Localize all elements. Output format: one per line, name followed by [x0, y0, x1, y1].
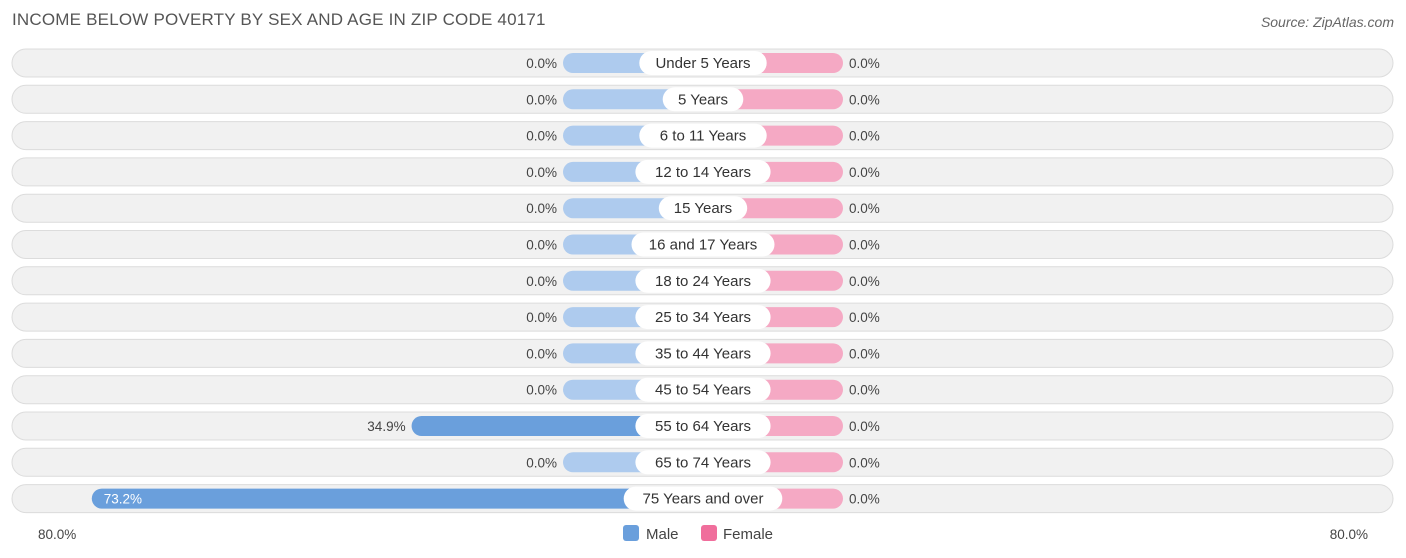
- male-value-label: 0.0%: [526, 238, 557, 253]
- female-value-label: 0.0%: [849, 455, 880, 470]
- male-value-label: 0.0%: [526, 455, 557, 470]
- chart-title: INCOME BELOW POVERTY BY SEX AND AGE IN Z…: [12, 10, 546, 29]
- male-value-label: 0.0%: [526, 129, 557, 144]
- category-pill: [635, 414, 771, 438]
- category-pill: [658, 196, 748, 221]
- female-value-label: 0.0%: [849, 129, 880, 144]
- category-label: 25 to 34 Years: [655, 309, 751, 326]
- category-label: 55 to 64 Years: [655, 418, 751, 435]
- male-value-label: 0.0%: [526, 346, 557, 361]
- category-label: 35 to 44 Years: [655, 345, 751, 362]
- female-value-label: 0.0%: [849, 310, 880, 325]
- legend-female-swatch: [701, 525, 717, 541]
- category-pill: [635, 450, 771, 475]
- female-value-label: 0.0%: [849, 238, 880, 253]
- category-label: 45 to 54 Years: [655, 382, 751, 399]
- male-bar: [411, 416, 703, 436]
- category-pill: [623, 486, 783, 511]
- category-pill: [662, 87, 744, 112]
- female-value-label: 0.0%: [849, 201, 880, 216]
- male-value-label: 0.0%: [526, 383, 557, 398]
- female-value-label: 0.0%: [849, 383, 880, 398]
- female-value-label: 0.0%: [849, 92, 880, 107]
- category-label: 75 Years and over: [643, 491, 764, 508]
- category-pill: [635, 159, 771, 184]
- female-value-label: 0.0%: [849, 492, 880, 507]
- category-pill: [631, 232, 775, 257]
- category-pill: [639, 51, 767, 75]
- legend-female-label: Female: [723, 526, 773, 543]
- female-value-label: 0.0%: [849, 56, 880, 71]
- female-value-label: 0.0%: [849, 346, 880, 361]
- category-label: 6 to 11 Years: [660, 128, 746, 145]
- category-pill: [635, 341, 771, 366]
- male-value-label: 73.2%: [104, 492, 142, 507]
- source-label: Source: ZipAtlas.com: [1260, 14, 1394, 30]
- axis-min-label: 80.0%: [38, 527, 76, 542]
- category-label: 15 Years: [674, 200, 732, 217]
- category-pill: [635, 305, 771, 330]
- category-label: Under 5 Years: [655, 55, 750, 72]
- category-label: 5 Years: [678, 91, 728, 108]
- male-bar: [91, 488, 703, 509]
- category-label: 65 to 74 Years: [655, 454, 751, 471]
- legend-male-swatch: [623, 525, 639, 541]
- female-value-label: 0.0%: [849, 419, 880, 434]
- category-label: 18 to 24 Years: [655, 273, 751, 290]
- axis-max-label: 80.0%: [1330, 527, 1368, 542]
- female-value-label: 0.0%: [849, 165, 880, 180]
- category-pill: [635, 268, 771, 293]
- male-value-label: 34.9%: [367, 419, 405, 434]
- male-value-label: 0.0%: [526, 201, 557, 216]
- category-pill: [639, 123, 767, 148]
- male-value-label: 0.0%: [526, 165, 557, 180]
- female-value-label: 0.0%: [849, 274, 880, 289]
- category-label: 16 and 17 Years: [649, 237, 757, 254]
- male-value-label: 0.0%: [526, 274, 557, 289]
- male-value-label: 0.0%: [526, 92, 557, 107]
- category-label: 12 to 14 Years: [655, 164, 751, 181]
- category-pill: [635, 377, 771, 402]
- male-value-label: 0.0%: [526, 56, 557, 71]
- male-value-label: 0.0%: [526, 310, 557, 325]
- legend-male-label: Male: [646, 526, 679, 543]
